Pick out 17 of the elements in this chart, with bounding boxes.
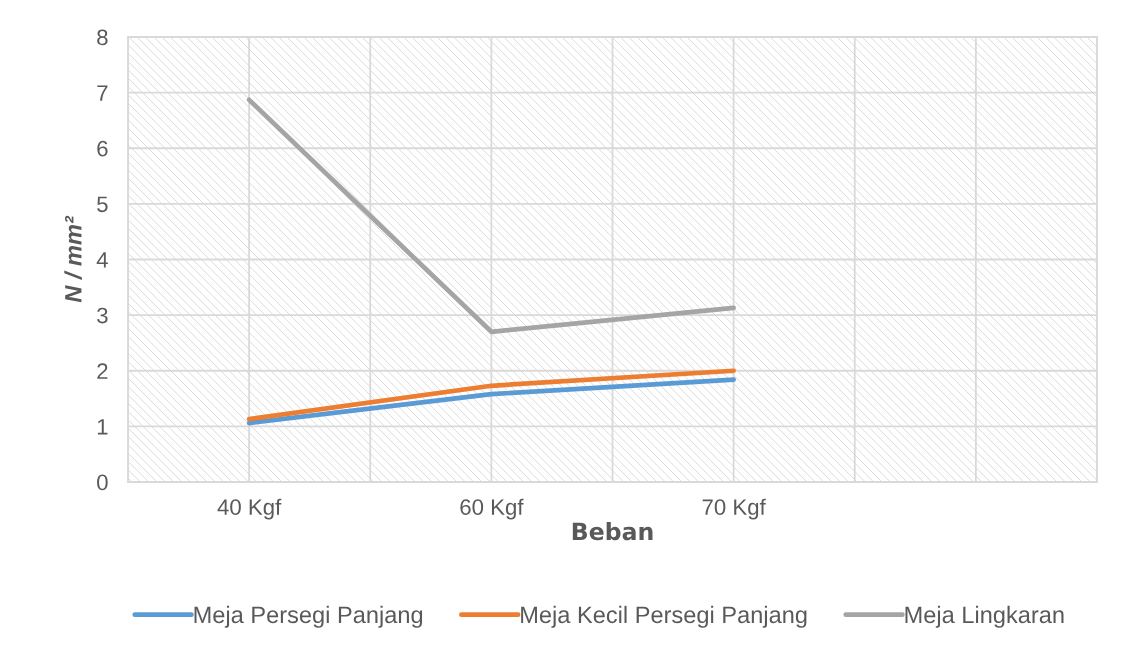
legend-label: Meja Persegi Panjang bbox=[194, 605, 423, 628]
legend-label: Meja Lingkaran bbox=[905, 605, 1064, 628]
y-tick-label: 2 bbox=[97, 363, 108, 379]
y-tick-label: 6 bbox=[97, 140, 108, 157]
x-tick-label: 40 Kgf bbox=[217, 498, 282, 520]
x-axis-title: Beban bbox=[572, 522, 653, 541]
x-tick-label: 60 Kgf bbox=[460, 498, 524, 520]
y-tick-label: 5 bbox=[97, 196, 108, 213]
y-tick-label: 0 bbox=[97, 474, 108, 491]
y-tick-label: 3 bbox=[97, 307, 108, 324]
y-tick-label: 4 bbox=[96, 252, 108, 268]
y-tick-label: 1 bbox=[97, 419, 108, 435]
y-axis-title: N / mm² bbox=[64, 215, 82, 303]
y-tick-label: 8 bbox=[97, 29, 108, 46]
y-tick-label: 7 bbox=[97, 85, 108, 101]
legend-label: Meja Kecil Persegi Panjang bbox=[521, 605, 807, 628]
x-tick-label: 70 Kgf bbox=[702, 498, 766, 520]
